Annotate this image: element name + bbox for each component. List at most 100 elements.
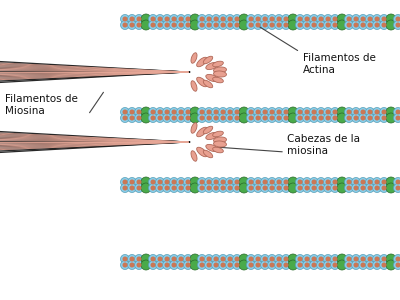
Circle shape xyxy=(382,116,386,120)
Circle shape xyxy=(319,186,323,190)
Circle shape xyxy=(228,263,232,267)
Circle shape xyxy=(186,17,190,21)
Circle shape xyxy=(186,263,190,267)
Circle shape xyxy=(361,180,365,184)
Circle shape xyxy=(263,23,267,27)
Circle shape xyxy=(382,110,386,114)
Circle shape xyxy=(380,184,388,193)
Circle shape xyxy=(302,14,312,23)
Circle shape xyxy=(141,113,151,123)
Circle shape xyxy=(361,116,365,120)
Circle shape xyxy=(298,110,302,114)
Circle shape xyxy=(151,110,155,114)
Circle shape xyxy=(288,254,298,264)
Circle shape xyxy=(134,20,144,29)
Circle shape xyxy=(260,184,270,193)
Circle shape xyxy=(190,14,200,24)
Circle shape xyxy=(394,254,400,263)
Circle shape xyxy=(319,17,323,21)
Circle shape xyxy=(198,254,206,263)
Circle shape xyxy=(319,23,323,27)
Circle shape xyxy=(184,20,192,29)
Circle shape xyxy=(347,17,351,21)
Ellipse shape xyxy=(214,67,226,73)
Circle shape xyxy=(254,260,262,269)
Circle shape xyxy=(324,254,332,263)
Circle shape xyxy=(324,260,332,269)
Circle shape xyxy=(312,186,316,190)
Circle shape xyxy=(347,186,351,190)
Circle shape xyxy=(218,254,228,263)
Circle shape xyxy=(330,20,340,29)
Circle shape xyxy=(270,263,274,267)
Ellipse shape xyxy=(206,62,218,70)
Circle shape xyxy=(151,180,155,184)
Circle shape xyxy=(366,184,374,193)
Circle shape xyxy=(165,17,169,21)
Circle shape xyxy=(256,116,260,120)
Circle shape xyxy=(333,110,337,114)
Circle shape xyxy=(352,20,360,29)
Circle shape xyxy=(254,107,262,116)
Circle shape xyxy=(316,254,326,263)
Circle shape xyxy=(296,178,304,187)
Circle shape xyxy=(361,110,365,114)
Circle shape xyxy=(170,14,178,23)
Circle shape xyxy=(326,186,330,190)
Ellipse shape xyxy=(206,132,218,140)
Circle shape xyxy=(170,107,178,116)
Circle shape xyxy=(310,20,318,29)
Circle shape xyxy=(326,116,330,120)
Circle shape xyxy=(347,257,351,261)
Circle shape xyxy=(165,180,169,184)
Circle shape xyxy=(254,113,262,122)
Circle shape xyxy=(375,263,379,267)
Ellipse shape xyxy=(213,147,223,153)
Circle shape xyxy=(254,184,262,193)
Circle shape xyxy=(274,113,284,122)
Circle shape xyxy=(316,113,326,122)
Circle shape xyxy=(232,184,242,193)
Ellipse shape xyxy=(203,150,213,158)
Circle shape xyxy=(239,177,249,187)
Circle shape xyxy=(226,113,234,122)
Circle shape xyxy=(274,20,284,29)
Circle shape xyxy=(148,178,158,187)
Circle shape xyxy=(190,183,200,193)
Circle shape xyxy=(221,186,225,190)
Circle shape xyxy=(260,107,270,116)
Circle shape xyxy=(190,113,200,123)
Circle shape xyxy=(344,14,354,23)
Circle shape xyxy=(170,260,178,269)
Circle shape xyxy=(282,113,290,122)
Circle shape xyxy=(263,186,267,190)
Circle shape xyxy=(319,116,323,120)
Circle shape xyxy=(396,263,400,267)
Circle shape xyxy=(226,107,234,116)
Circle shape xyxy=(200,263,204,267)
Circle shape xyxy=(366,107,374,116)
Circle shape xyxy=(134,107,144,116)
Circle shape xyxy=(298,186,302,190)
Circle shape xyxy=(162,20,172,29)
Circle shape xyxy=(158,17,162,21)
Circle shape xyxy=(186,186,190,190)
Circle shape xyxy=(228,23,232,27)
Circle shape xyxy=(333,23,337,27)
Circle shape xyxy=(186,116,190,120)
Circle shape xyxy=(204,14,214,23)
Circle shape xyxy=(344,113,354,122)
Circle shape xyxy=(274,107,284,116)
Circle shape xyxy=(260,14,270,23)
Circle shape xyxy=(260,178,270,187)
Circle shape xyxy=(310,254,318,263)
Circle shape xyxy=(277,257,281,261)
Circle shape xyxy=(270,116,274,120)
Ellipse shape xyxy=(197,127,207,137)
Circle shape xyxy=(190,254,200,264)
Circle shape xyxy=(386,113,396,123)
Circle shape xyxy=(235,186,239,190)
Ellipse shape xyxy=(213,131,223,137)
Circle shape xyxy=(128,184,136,193)
Circle shape xyxy=(358,14,368,23)
